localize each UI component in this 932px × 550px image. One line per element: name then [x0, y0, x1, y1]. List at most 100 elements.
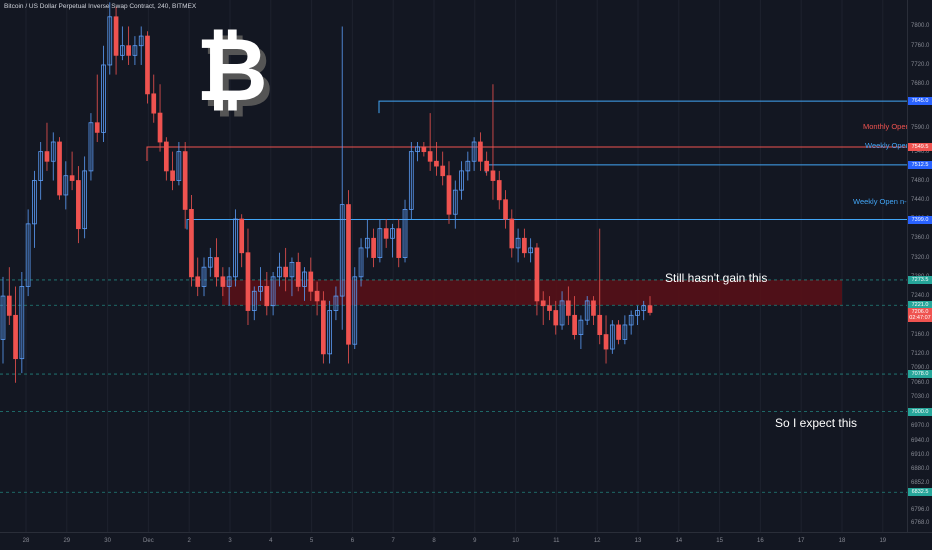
candle-body	[371, 237, 376, 258]
candle-body	[82, 170, 88, 230]
price-tick-label: 7120.0	[911, 350, 930, 357]
candle-body	[603, 334, 609, 350]
time-tick-label: 3	[228, 538, 232, 544]
candle-body	[528, 247, 533, 254]
candle-body	[44, 151, 50, 162]
candle-body	[572, 314, 577, 335]
candlestick-chart[interactable]	[0, 0, 907, 532]
time-tick-label: 19	[879, 538, 887, 544]
time-tick-label: Dec	[143, 538, 154, 544]
candle-body	[38, 151, 44, 181]
candle-body	[628, 314, 634, 326]
candle-body	[402, 209, 408, 258]
price-badge: 7273.5	[908, 275, 932, 284]
monthly-open-line	[146, 146, 907, 162]
candle-body	[547, 305, 552, 311]
candle-body	[113, 16, 119, 56]
candle-body	[258, 286, 263, 292]
candle-body	[32, 180, 37, 225]
candle-body	[132, 45, 138, 56]
time-tick-label: 28	[22, 538, 30, 544]
candle-body	[503, 199, 508, 220]
price-tick-label: 7240.0	[911, 293, 930, 300]
price-tick-label: 7540.0	[911, 148, 930, 155]
candle-body	[490, 170, 496, 181]
time-tick-label: 2	[187, 538, 191, 544]
price-badge: 7549.5	[908, 143, 932, 152]
candle-body	[19, 286, 25, 360]
candle-body	[233, 218, 238, 278]
candle-body	[163, 141, 169, 172]
candle-body	[635, 310, 640, 316]
candle-body	[245, 252, 251, 311]
candle-body	[145, 35, 150, 95]
candle-body	[522, 237, 527, 254]
candle-body	[138, 35, 144, 47]
candle-body	[565, 300, 571, 316]
time-tick-label: 9	[473, 538, 477, 544]
candle-body	[126, 45, 131, 56]
candle-body	[459, 170, 464, 191]
candle-body	[283, 266, 289, 278]
price-tick-label: 6852.0	[911, 479, 930, 486]
price-axis[interactable]: 7800.0 7760.0 7720.0 7680.0 7590.0 7540.0 7480…	[907, 0, 932, 532]
candle-body	[390, 228, 395, 239]
candle-body	[101, 64, 106, 133]
price-tick-label: 7090.0	[911, 365, 930, 372]
candle-body	[534, 247, 540, 302]
candle-body	[295, 261, 301, 287]
candle-body	[427, 151, 433, 162]
time-tick-label: 11	[553, 538, 560, 544]
time-tick-label: 13	[634, 538, 642, 544]
time-tick-label: 16	[757, 538, 764, 544]
price-tick-label: 7480.0	[911, 177, 930, 184]
price-tick-label: 7440.0	[911, 196, 930, 203]
price-badge: 02:47:07	[908, 313, 932, 322]
candle-body	[220, 276, 226, 287]
candle-body	[396, 228, 402, 258]
candle-body	[641, 305, 647, 311]
candle-body	[207, 257, 213, 268]
time-tick-label: 12	[593, 538, 601, 544]
candle-body	[553, 310, 559, 326]
price-tick-label: 7800.0	[911, 23, 930, 30]
candle-body	[339, 204, 345, 297]
candle-body	[13, 314, 18, 360]
candle-body	[120, 45, 125, 56]
candle-body	[647, 305, 653, 313]
candle-body	[465, 160, 471, 172]
chart-plot-area[interactable]: ₿ Bitcoin / US Dollar Perpetual Inverse …	[0, 0, 907, 532]
price-tick-label: 6768.0	[911, 520, 930, 527]
candle-body	[434, 160, 439, 167]
candle-body	[509, 218, 515, 249]
candle-body	[289, 261, 295, 278]
price-tick-label: 6970.0	[911, 423, 930, 430]
candle-body	[364, 237, 370, 249]
candle-body	[157, 112, 163, 143]
time-tick-label: 14	[675, 538, 683, 544]
price-badge: 7221.0	[908, 301, 932, 310]
candle-body	[176, 151, 182, 181]
candle-body	[264, 286, 270, 307]
candle-body	[346, 204, 351, 345]
candle-body	[408, 151, 414, 210]
candle-body	[0, 295, 6, 340]
weekly-open-line	[485, 164, 907, 173]
candle-body	[622, 324, 628, 340]
time-tick-label: 29	[63, 538, 71, 544]
price-tick-label: 6940.0	[911, 437, 930, 444]
candle-body	[471, 141, 477, 162]
monthly-open-label: Monthly Open	[863, 122, 907, 131]
candle-body	[69, 175, 75, 181]
candle-body	[239, 218, 245, 254]
candle-body	[321, 300, 326, 355]
candle-body	[383, 228, 389, 239]
candle-body	[540, 300, 546, 307]
price-tick-label: 7030.0	[911, 394, 930, 401]
candle-body	[496, 180, 502, 201]
candle-body	[201, 266, 207, 287]
candle-body	[251, 290, 257, 311]
time-axis[interactable]: 28 29 30 Dec 2 3 4 5 6 7 8 9 10 11 12 13 14 15 16 17 18 19	[0, 532, 932, 550]
time-tick-label: 30	[104, 538, 111, 544]
